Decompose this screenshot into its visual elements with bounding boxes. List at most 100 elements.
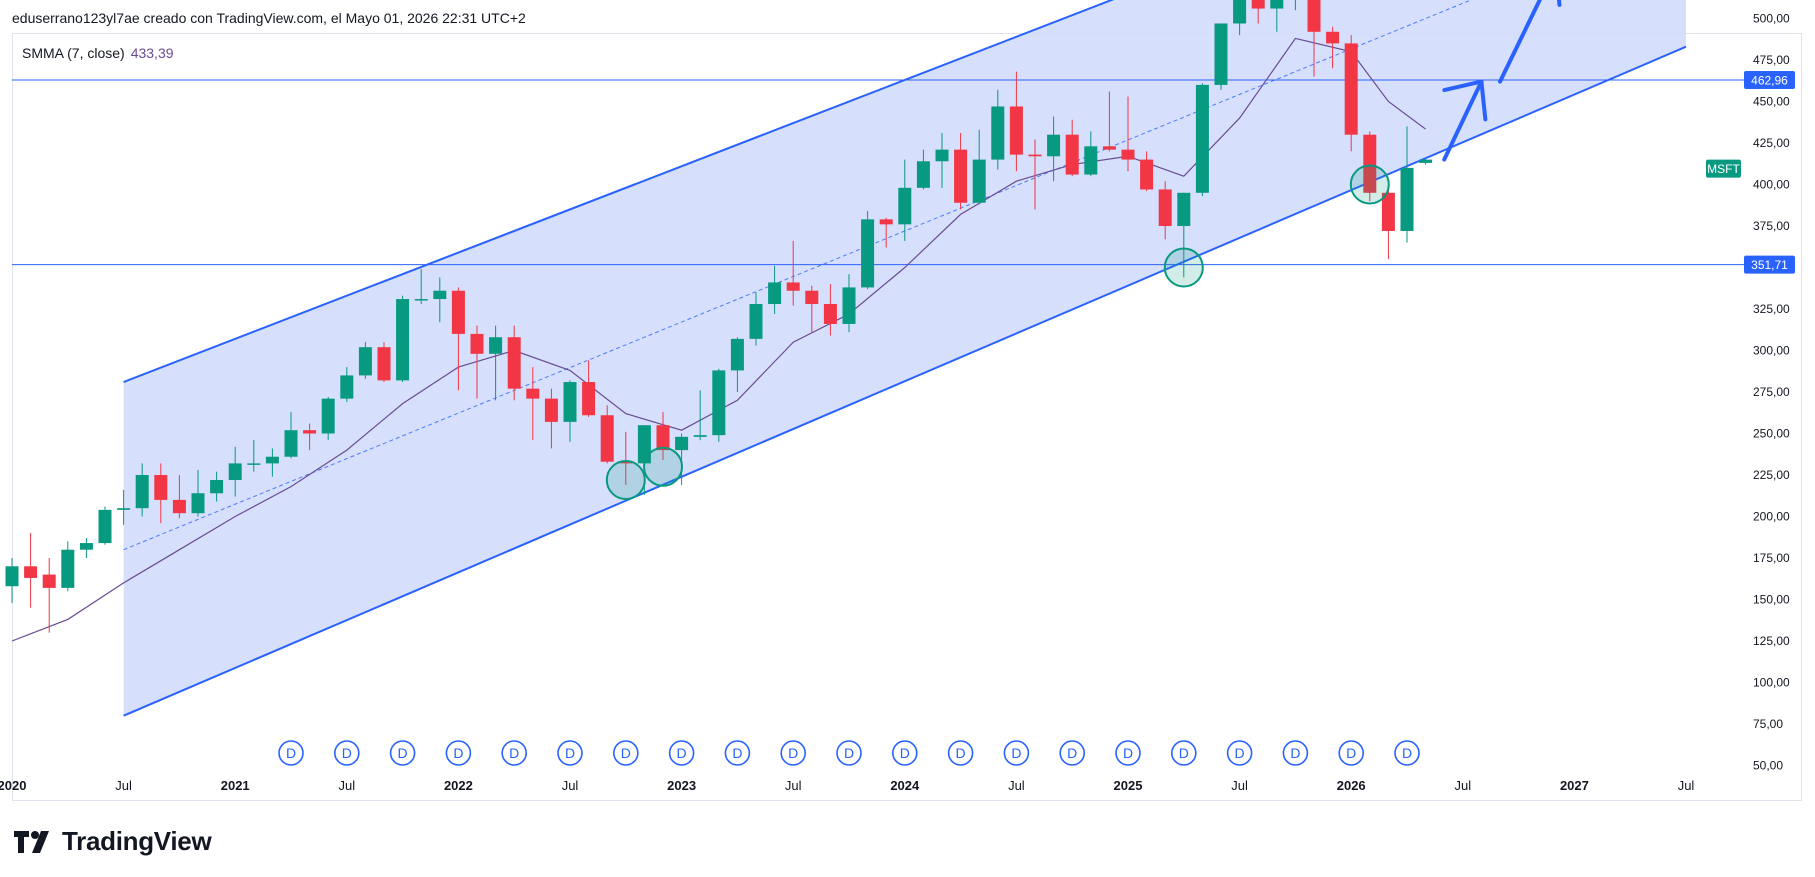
candle-body (712, 370, 726, 436)
candle (935, 133, 949, 188)
x-tick-label: 2021 (221, 778, 250, 793)
candle-body (1028, 154, 1042, 157)
candle-body (191, 493, 205, 514)
indicator-name: SMMA (7, close) (22, 45, 125, 61)
y-tick-label: 325,00 (1753, 302, 1790, 316)
touch-circle (643, 446, 683, 487)
y-tick-label: 150,00 (1753, 593, 1790, 607)
y-tick-label: 475,00 (1753, 53, 1790, 67)
tradingview-logo[interactable]: TradingView (14, 826, 212, 857)
indicator-value: 433,39 (130, 45, 174, 61)
dividend-marker: D (1059, 740, 1085, 766)
dividend-marker-label: D (1235, 745, 1245, 761)
candle (1307, 0, 1321, 77)
dividend-marker: D (1171, 740, 1197, 766)
candle (172, 475, 186, 519)
candle (842, 274, 856, 333)
candle (563, 380, 577, 442)
candle-body (935, 149, 949, 162)
ticker-label-text: MSFT (1707, 162, 1740, 176)
x-tick-label: 2022 (444, 778, 473, 793)
candle-body (228, 463, 242, 480)
x-tick-label: 2020 (0, 778, 26, 793)
candle (898, 159, 912, 241)
candle-body (1251, 0, 1265, 9)
candle (1084, 131, 1098, 177)
x-tick-label: 2025 (1114, 778, 1143, 793)
dividend-marker-circle (1059, 740, 1085, 766)
candle-body (600, 415, 614, 462)
indicator-legend[interactable]: SMMA (7, close) 433,39 (22, 45, 174, 61)
candle (768, 265, 782, 314)
candle (191, 470, 205, 517)
touch-circles-layer (605, 164, 1390, 500)
candle-body (265, 456, 279, 464)
candle-body (991, 106, 1005, 160)
candle (1326, 26, 1340, 69)
candle (265, 448, 279, 477)
candle-body (358, 347, 372, 376)
candle-body (79, 543, 93, 550)
candle-body (210, 479, 224, 494)
ticker-label: MSFT (1706, 159, 1741, 178)
dividend-marker-circle (1115, 740, 1141, 766)
dividend-marker-label: D (621, 745, 631, 761)
candle-body (42, 574, 56, 588)
candle-body (749, 304, 763, 339)
regression-channel (123, 0, 1687, 717)
dividend-marker: D (1338, 740, 1364, 766)
x-tick-label: 2024 (890, 778, 920, 793)
candle-body (172, 499, 186, 514)
dividend-marker-circle (501, 740, 528, 766)
dividend-marker-label: D (453, 745, 463, 761)
candle (1381, 184, 1395, 260)
smma-layer (11, 37, 1426, 642)
y-tick-label: 400,00 (1753, 178, 1790, 192)
candle-body (544, 398, 558, 422)
candle-body (1233, 0, 1247, 24)
candle (79, 538, 93, 558)
dividend-marker: D (780, 740, 807, 766)
candle (1419, 157, 1433, 165)
candle-body (1084, 146, 1098, 175)
projection-arrow-shaft (1442, 79, 1484, 162)
candle-body (451, 290, 465, 334)
dividend-marker-circle (1226, 740, 1253, 766)
candle (135, 463, 149, 517)
candle-body (1065, 134, 1079, 175)
y-tick-label: 125,00 (1753, 634, 1790, 648)
dividend-marker-circle (724, 740, 751, 766)
candle (526, 367, 540, 441)
price-level-label-text: 351,71 (1751, 258, 1788, 272)
price-level-label: 351,71 (1744, 255, 1795, 274)
candle-body (414, 299, 428, 301)
candle (1047, 116, 1061, 182)
candle (1344, 35, 1358, 152)
x-tick-label: Jul (1231, 778, 1248, 793)
price-level-label: 462,96 (1744, 70, 1795, 89)
candle-body (1419, 159, 1433, 163)
y-tick-label: 425,00 (1753, 136, 1790, 150)
dividend-marker-circle (668, 740, 695, 766)
candle-body (675, 436, 689, 451)
projection-arrow (1498, 0, 1562, 84)
candle-body (1009, 106, 1023, 155)
candle (1158, 181, 1172, 240)
y-tick-label: 100,00 (1753, 676, 1790, 690)
candle-body (321, 398, 335, 434)
y-tick-label: 225,00 (1753, 468, 1790, 482)
candle-body (1102, 146, 1116, 150)
dividend-marker: D (333, 740, 360, 766)
x-tick-label: Jul (1678, 778, 1695, 793)
y-tick-label: 75,00 (1753, 717, 1783, 731)
candle-body (1326, 31, 1340, 44)
candle-body (154, 475, 168, 500)
dividend-marker-label: D (1011, 745, 1021, 761)
dividend-marker-label: D (398, 745, 408, 761)
candle-body (1195, 84, 1209, 193)
channel-fill (123, 0, 1686, 716)
dividend-marker-label: D (509, 745, 519, 761)
candle (247, 440, 261, 472)
